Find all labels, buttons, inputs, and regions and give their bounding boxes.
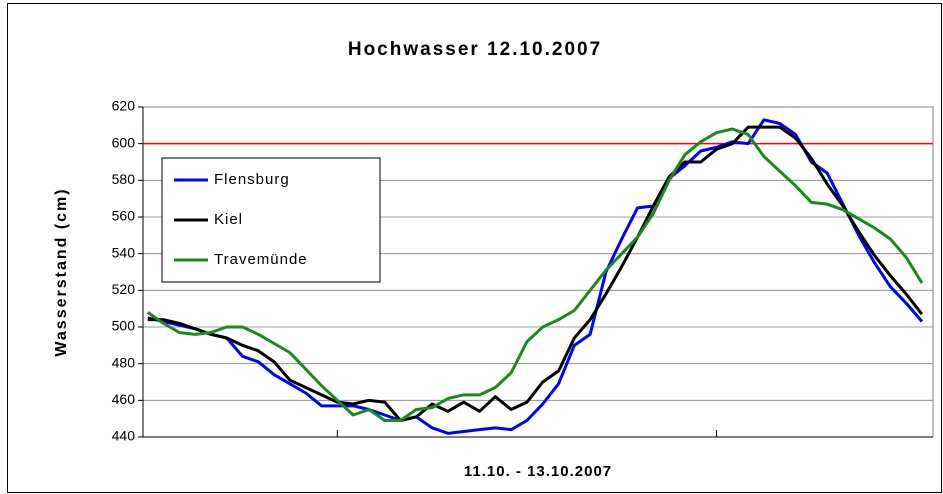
y-tick-label: 620 — [112, 98, 136, 114]
y-tick-label: 540 — [112, 244, 136, 260]
x-axis-label: 11.10. - 13.10.2007 — [464, 463, 612, 480]
y-tick-label: 440 — [112, 428, 136, 444]
series-line — [147, 125, 924, 422]
y-tick-label: 520 — [112, 281, 136, 297]
y-axis-label: Wasserstand (cm) — [53, 187, 70, 356]
series-line — [147, 118, 924, 435]
series-line — [146, 127, 924, 422]
y-tick-label: 600 — [112, 134, 136, 150]
y-tick-label: 580 — [112, 171, 136, 187]
legend-label: Flensburg — [214, 171, 290, 188]
legend-label: Kiel — [214, 211, 243, 228]
y-tick-label: 460 — [112, 391, 136, 407]
chart-title: Hochwasser 12.10.2007 — [348, 39, 602, 60]
y-tick-label: 560 — [112, 208, 136, 224]
y-tick-label: 500 — [112, 318, 136, 334]
legend-label: Travemünde — [214, 251, 308, 268]
y-tick-label: 480 — [112, 354, 136, 370]
